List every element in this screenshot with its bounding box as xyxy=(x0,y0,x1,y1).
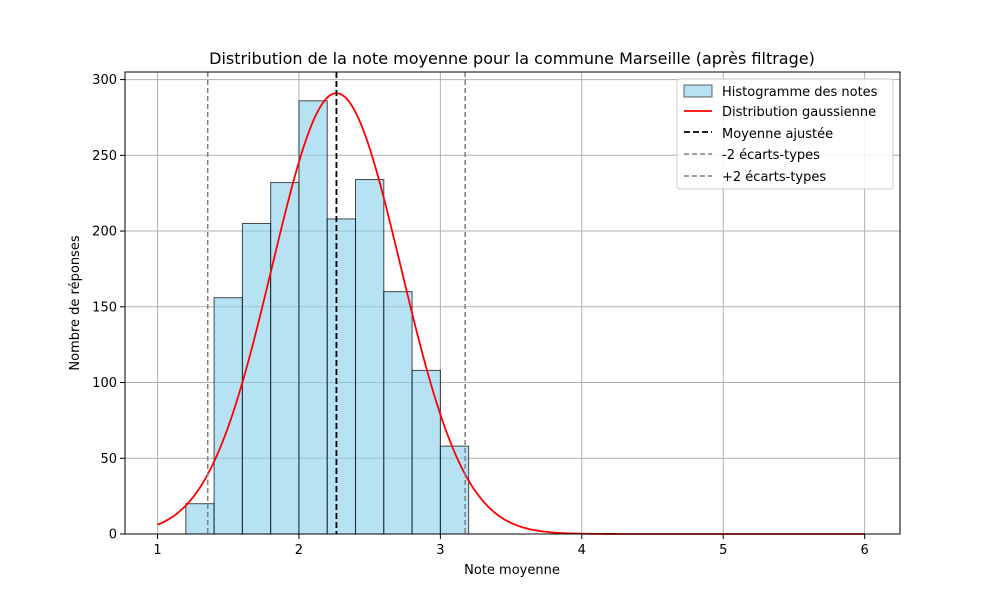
x-tick-label: 5 xyxy=(719,543,727,558)
plot-frame xyxy=(124,71,901,535)
y-axis-ticks: 0 50 100 150 200 250 300 xyxy=(92,73,125,543)
legend-box xyxy=(676,78,894,190)
histogram-bars xyxy=(185,100,470,535)
y-axis-label: Nombre de réponses xyxy=(68,235,83,370)
y-tick-label: 0 xyxy=(109,528,117,543)
y-tick-label: 300 xyxy=(92,73,117,88)
histogram-bar xyxy=(270,182,300,535)
chart-title: Distribution de la note moyenne pour la … xyxy=(209,49,815,68)
legend-mean-label: Moyenne ajustée xyxy=(722,127,833,142)
histogram-bar xyxy=(439,445,470,535)
y-tick-label: 100 xyxy=(92,376,117,391)
histogram-bar xyxy=(298,100,328,535)
histogram-bar xyxy=(383,291,413,535)
vertical-lines xyxy=(206,72,466,534)
histogram-bar xyxy=(355,179,385,535)
x-tick-label: 6 xyxy=(861,543,869,558)
x-axis-ticks: 1 2 3 4 5 6 xyxy=(153,534,869,558)
y-tick-label: 250 xyxy=(92,149,117,164)
histogram-bar xyxy=(213,297,243,535)
legend: Histogramme des notes Distribution gauss… xyxy=(676,78,894,190)
legend-gaussian-label: Distribution gaussienne xyxy=(722,105,876,120)
x-tick-label: 2 xyxy=(295,543,303,558)
x-tick-label: 1 xyxy=(153,543,161,558)
x-tick-label: 3 xyxy=(436,543,444,558)
legend-histogram-label: Histogramme des notes xyxy=(722,85,878,100)
y-tick-label: 50 xyxy=(100,452,117,467)
histogram-bar xyxy=(241,222,272,535)
x-tick-label: 4 xyxy=(578,543,586,558)
histogram-bar xyxy=(411,369,441,535)
legend-minus2sd-label: -2 écarts-types xyxy=(722,148,820,163)
y-tick-label: 150 xyxy=(92,300,117,315)
x-axis-label: Note moyenne xyxy=(464,563,560,578)
legend-histogram-swatch xyxy=(683,84,713,98)
y-tick-label: 200 xyxy=(92,225,117,240)
histogram-bar xyxy=(185,503,215,535)
legend-plus2sd-label: +2 écarts-types xyxy=(722,170,826,185)
histogram-bar xyxy=(326,218,357,535)
